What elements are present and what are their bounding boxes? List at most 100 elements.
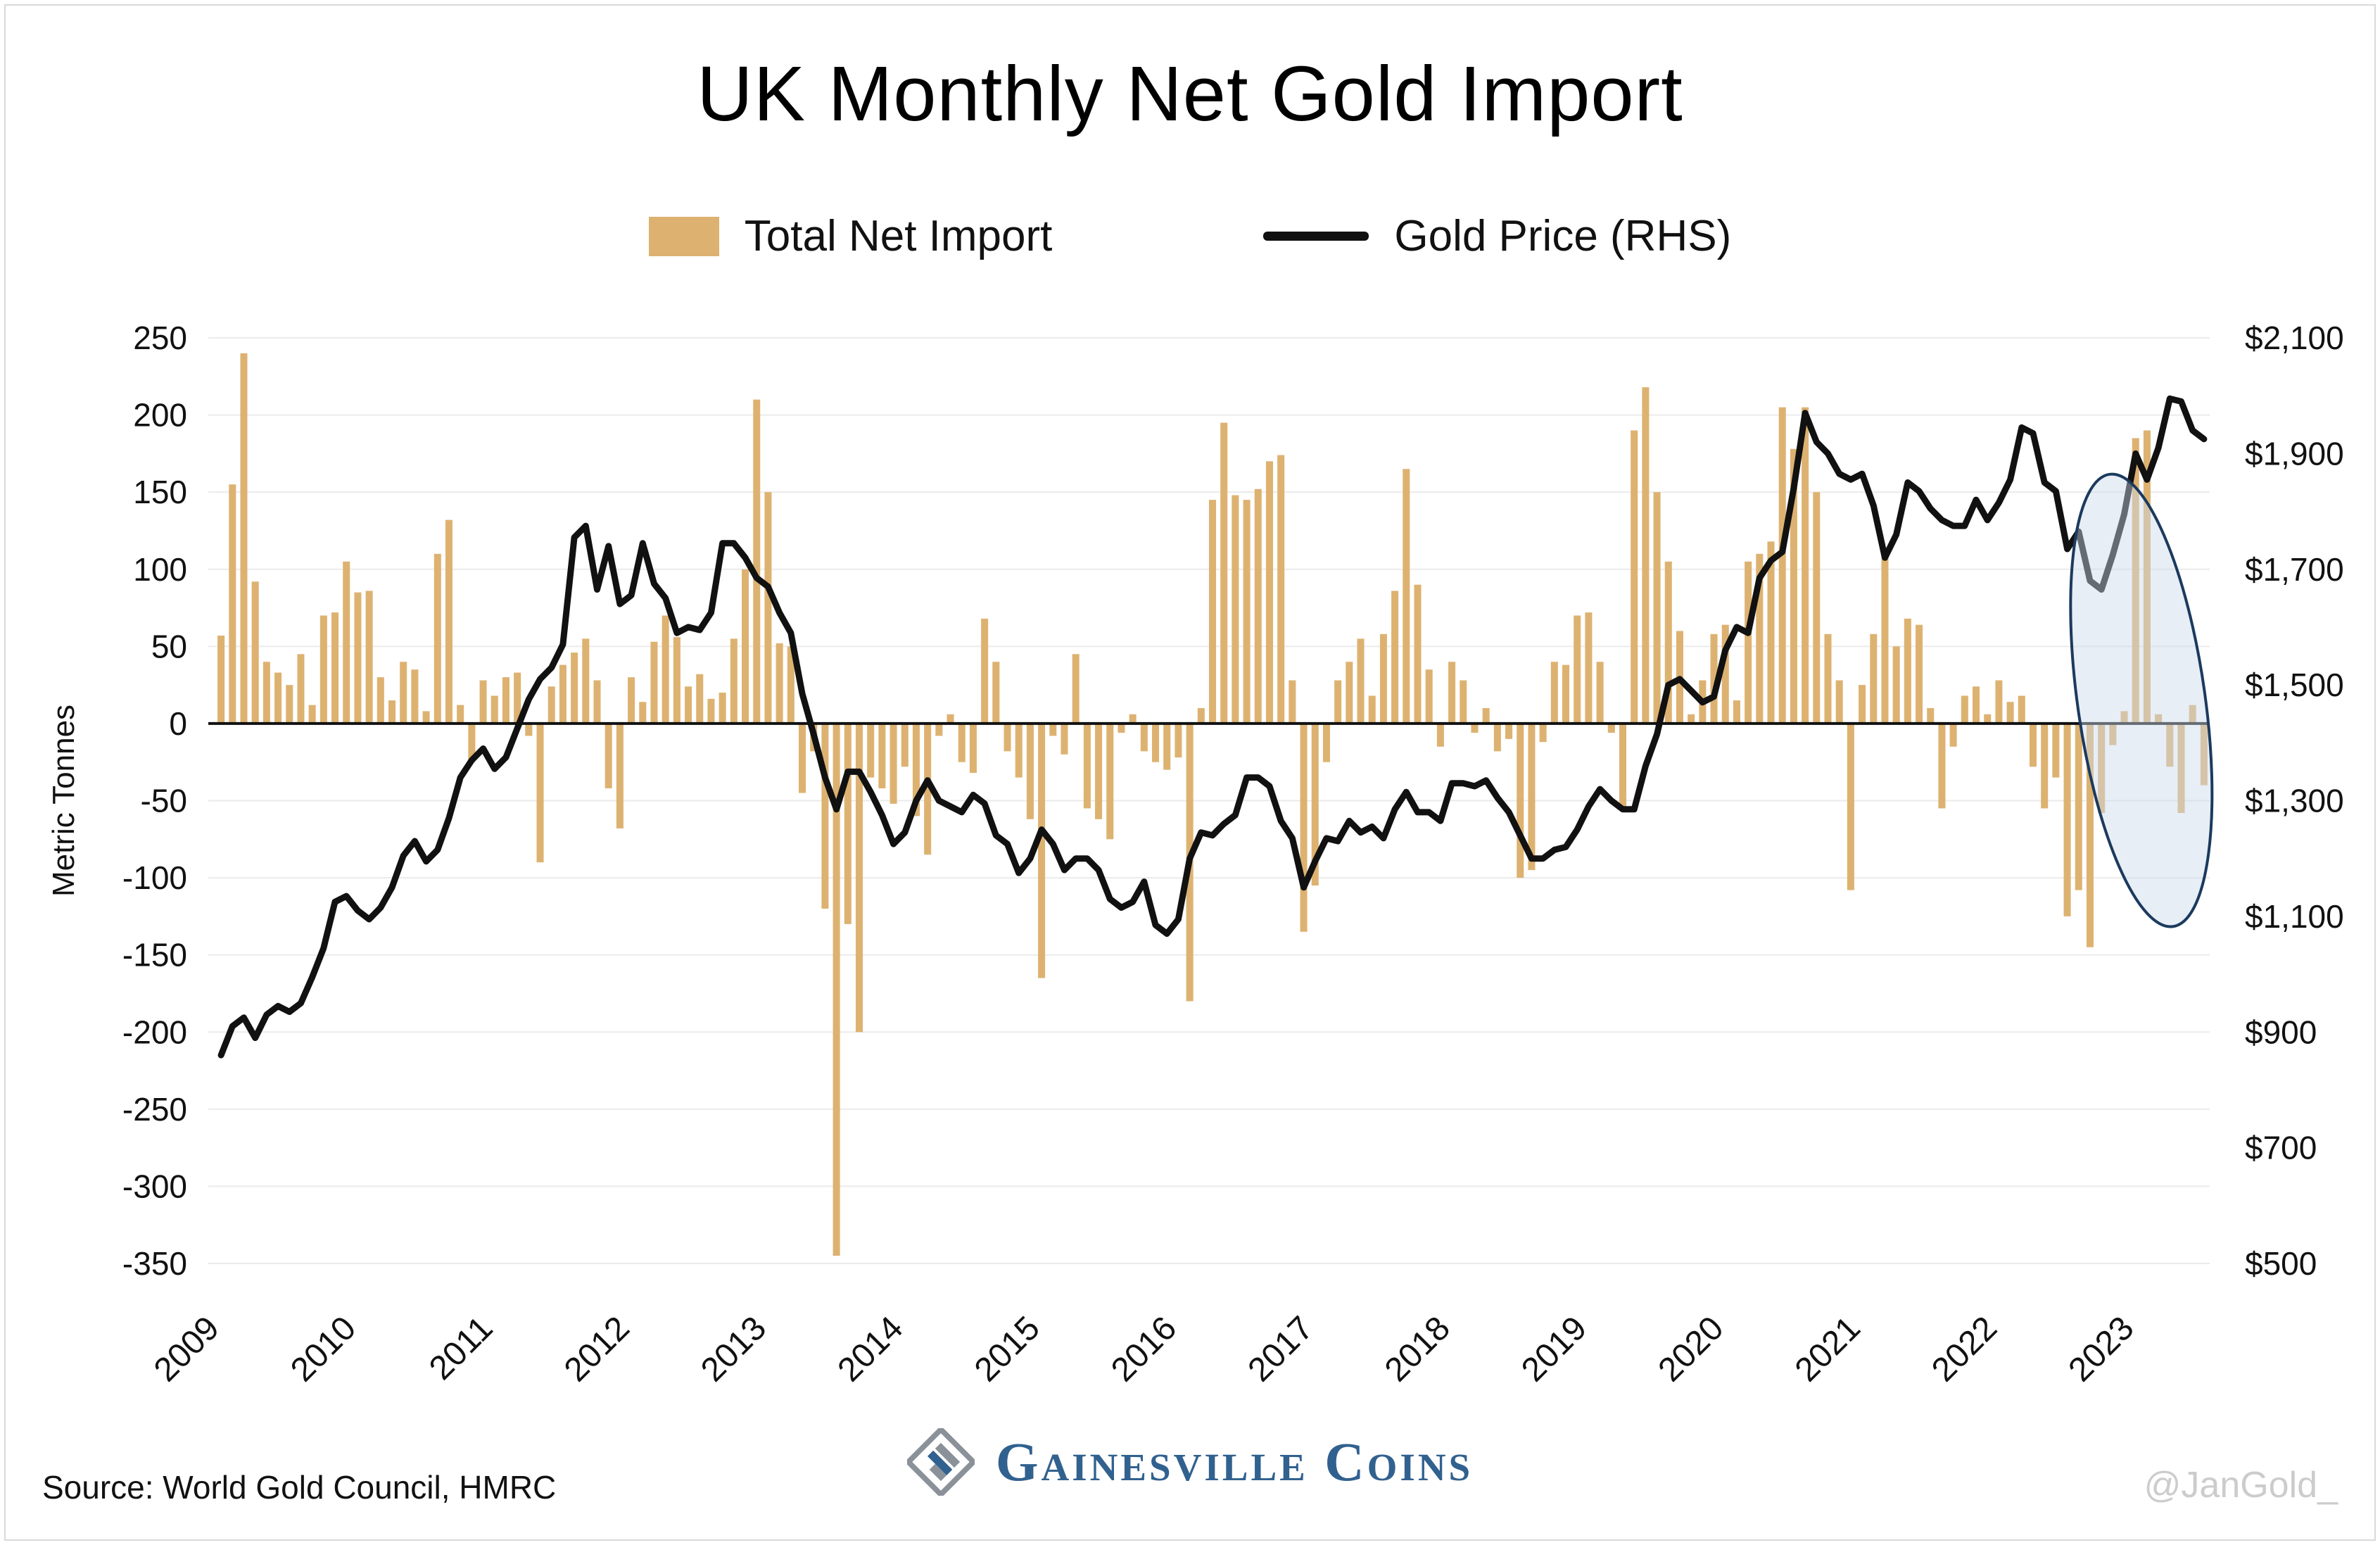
import-bar — [833, 723, 840, 1256]
import-bar — [2063, 723, 2071, 916]
import-bar — [628, 677, 635, 724]
import-bar — [319, 615, 327, 724]
import-bar — [217, 635, 225, 724]
import-bar — [1118, 723, 1125, 733]
x-axis-tick-label: 2019 — [1514, 1309, 1594, 1389]
import-bar — [1528, 723, 1536, 871]
import-bar — [1379, 633, 1387, 724]
import-bar — [1619, 723, 1627, 809]
import-bar — [1026, 723, 1034, 819]
import-bar — [1311, 723, 1319, 886]
import-bar — [696, 674, 704, 724]
import-bar — [525, 723, 533, 736]
import-bar — [947, 714, 954, 724]
import-bar — [365, 591, 373, 724]
gold-price-line — [217, 395, 2208, 1059]
import-bar — [1015, 723, 1023, 778]
x-axis-tick-label: 2012 — [557, 1309, 637, 1389]
bar-swatch-icon — [648, 216, 719, 256]
import-bar — [1243, 500, 1251, 724]
import-bar — [559, 664, 566, 724]
import-bar — [605, 723, 612, 788]
right-axis-tick-label: $500 — [2245, 1245, 2317, 1282]
import-bar — [662, 615, 669, 724]
import-bar — [958, 723, 966, 762]
import-bar — [1835, 680, 1843, 724]
left-axis-tick-label: -100 — [122, 859, 187, 896]
import-bar — [1357, 638, 1365, 724]
import-bar — [1106, 723, 1114, 840]
import-bar — [616, 723, 624, 828]
import-bar — [878, 723, 886, 788]
import-bar — [229, 484, 236, 724]
legend-label-net-import: Total Net Import — [744, 212, 1053, 260]
import-bar — [1916, 624, 1923, 724]
import-bar — [1585, 612, 1593, 724]
import-bar — [1254, 488, 1262, 724]
left-axis-tick-label: 50 — [151, 628, 187, 664]
x-axis-tick-label: 2015 — [968, 1309, 1047, 1389]
legend-item-gold-price: Gold Price (RHS) — [1263, 211, 1731, 261]
import-bar — [753, 399, 761, 724]
import-bar — [1813, 492, 1821, 724]
x-axis-tick-label: 2016 — [1104, 1309, 1184, 1389]
watermark-handle: @JanGold_ — [2144, 1465, 2338, 1506]
import-bar — [1505, 723, 1513, 739]
import-bar — [1140, 723, 1148, 752]
import-bar — [1095, 723, 1103, 819]
import-bar — [764, 492, 772, 724]
import-bar — [1607, 723, 1615, 733]
import-bar — [490, 695, 498, 724]
import-bar — [1574, 615, 1581, 724]
import-bar — [1300, 723, 1308, 932]
import-bar — [1596, 662, 1604, 724]
import-bar — [1767, 541, 1775, 724]
right-axis-tick-label: $1,500 — [2245, 667, 2344, 703]
import-bar — [2006, 702, 2014, 724]
import-bar — [1664, 561, 1672, 724]
right-axis-tick-label: $700 — [2245, 1130, 2317, 1166]
x-axis-tick-label: 2021 — [1788, 1309, 1868, 1389]
left-axis-title: Metric Tonnes — [46, 705, 81, 897]
import-bar — [571, 652, 578, 724]
left-axis-tick-label: -250 — [122, 1091, 187, 1128]
left-axis-tick-label: -300 — [122, 1168, 187, 1204]
import-bar — [855, 723, 863, 1033]
x-axis-tick-label: 2011 — [422, 1309, 500, 1387]
right-axis-tick-label: $1,300 — [2245, 783, 2344, 819]
import-bar — [593, 680, 601, 724]
left-axis-tick-label: -350 — [122, 1245, 187, 1282]
import-bar — [1460, 680, 1467, 724]
import-bar — [2120, 711, 2128, 724]
import-bar — [1265, 461, 1273, 724]
import-bar — [582, 638, 590, 724]
x-axis-tick-label: 2010 — [284, 1309, 363, 1389]
import-bar — [1208, 500, 1217, 724]
import-bar — [1642, 387, 1650, 724]
import-bar — [1414, 584, 1422, 724]
import-bar — [2143, 430, 2151, 724]
import-bar — [1778, 407, 1786, 724]
import-bar — [1995, 680, 2003, 724]
import-bar — [2189, 705, 2196, 724]
import-bar — [650, 641, 658, 724]
import-bar — [1197, 708, 1205, 724]
import-bar — [1927, 708, 1935, 724]
left-axis-tick-label: -200 — [122, 1014, 187, 1050]
import-bar — [1904, 618, 1911, 724]
import-bar — [388, 700, 396, 724]
import-bar — [901, 723, 909, 767]
import-bar — [1938, 723, 1946, 809]
import-bar — [1471, 723, 1479, 733]
import-bar — [1277, 455, 1285, 724]
import-bar — [1129, 714, 1137, 724]
x-axis-tick-label: 2017 — [1241, 1309, 1321, 1389]
import-bar — [1391, 591, 1399, 724]
import-bar — [719, 693, 726, 724]
import-bar — [2155, 714, 2163, 724]
import-bar — [730, 638, 738, 724]
import-bar — [1425, 669, 1433, 724]
import-bar — [1847, 723, 1854, 890]
right-axis-tick-label: $1,100 — [2245, 898, 2344, 935]
import-bar — [1436, 723, 1444, 747]
